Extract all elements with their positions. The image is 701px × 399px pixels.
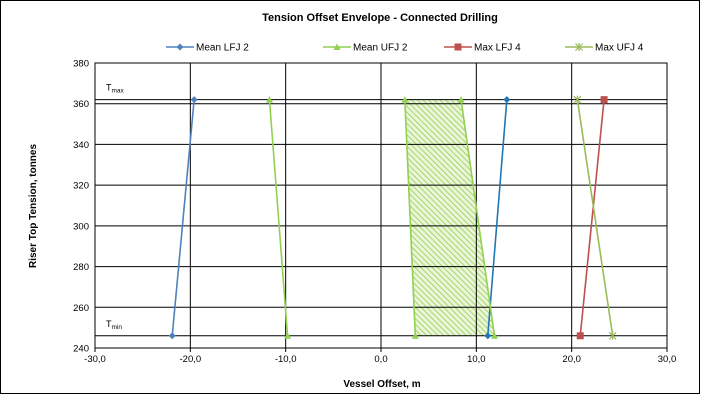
series-line — [579, 99, 605, 336]
data-point — [284, 332, 292, 339]
data-point — [411, 332, 419, 339]
y-tick-label: 240 — [73, 344, 89, 355]
y-tick-label: 260 — [73, 303, 89, 314]
legend-swatch-marker — [575, 43, 583, 51]
y-axis-title: Riser Top Tension, tonnes — [28, 144, 39, 269]
legend-label: Max UFJ 4 — [595, 43, 644, 54]
legend-item: Mean LFJ 2 — [166, 43, 249, 54]
x-tick-label: 30,0 — [658, 354, 677, 365]
data-point — [503, 96, 511, 104]
legend: Mean LFJ 2 Mean UFJ 2 Max LFJ 4 Max UFJ 4 — [166, 43, 644, 54]
plot-border — [94, 62, 668, 349]
x-tick-label: -20,0 — [180, 354, 202, 365]
y-tick-label: 340 — [73, 140, 89, 151]
series-line — [268, 99, 289, 336]
data-point — [573, 95, 582, 104]
x-tick-label: 20,0 — [562, 354, 581, 365]
x-axis-title: Vessel Offset, m — [343, 379, 420, 390]
series-line — [486, 99, 508, 336]
legend-label: Mean LFJ 2 — [196, 43, 249, 54]
chart-title: Tension Offset Envelope - Connected Dril… — [262, 12, 498, 24]
legend-swatch-marker — [333, 43, 341, 50]
y-tick-label: 300 — [73, 221, 89, 232]
data-point — [490, 332, 498, 339]
data-point — [457, 96, 465, 103]
legend-label: Max LFJ 4 — [474, 43, 521, 54]
legend-item: Max LFJ 4 — [444, 43, 521, 54]
legend-swatch-marker — [454, 43, 462, 51]
legend-label: Mean UFJ 2 — [353, 43, 408, 54]
data-point — [168, 332, 176, 340]
y-tick-label: 360 — [73, 99, 89, 110]
series-line — [404, 99, 417, 336]
y-tick-label: 280 — [73, 262, 89, 273]
y-tick-label: 320 — [73, 181, 89, 192]
x-tick-label: 10,0 — [467, 354, 486, 365]
data-point — [265, 96, 273, 103]
data-point — [608, 331, 617, 340]
series-line — [460, 99, 496, 336]
data-point — [484, 332, 492, 340]
legend-item: Mean UFJ 2 — [323, 43, 408, 54]
envelope-area — [404, 99, 495, 336]
data-point — [576, 332, 584, 340]
x-tick-label: -30,0 — [84, 354, 106, 365]
legend-swatch-marker — [176, 43, 184, 51]
data-point — [401, 96, 409, 103]
y-tick-label: 380 — [73, 59, 89, 70]
series-line — [171, 99, 195, 336]
x-tick-label: 0,0 — [374, 354, 387, 365]
data-point — [190, 96, 198, 104]
data-point — [600, 96, 608, 104]
plot-area: 240 260 280 300 320 340 360 380 -30,0 -20,0 -10,0 0… — [73, 59, 676, 366]
x-tick-label: -10,0 — [275, 354, 297, 365]
legend-item: Max UFJ 4 — [565, 43, 644, 54]
series-line — [576, 99, 614, 336]
